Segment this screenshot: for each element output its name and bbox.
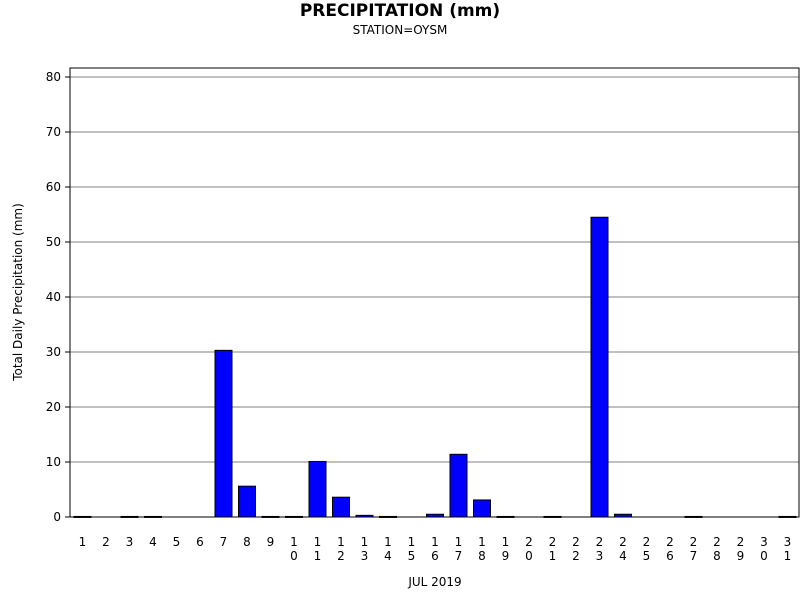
chart-title: PRECIPITATION (mm): [299, 1, 501, 21]
x-tick-label: 2: [102, 535, 110, 549]
y-tick-label: 20: [46, 400, 61, 414]
y-tick-label: 50: [46, 235, 61, 249]
bar-day-17: [449, 453, 468, 518]
x-tick-label: 4: [149, 535, 157, 549]
x-tick-label: 9: [267, 535, 275, 549]
bar-day-7: [214, 349, 233, 518]
y-tick-label: 10: [46, 455, 61, 469]
x-tick-label: 3: [126, 535, 134, 549]
x-axis-label: JUL 2019: [407, 575, 461, 589]
y-axis-label: Total Daily Precipitation (mm): [11, 203, 25, 382]
y-tick-label: 70: [46, 125, 61, 139]
grid-lines: [70, 76, 799, 463]
x-tick-label: 1: [79, 535, 87, 549]
bar-day-18: [473, 499, 491, 518]
bar-day-23: [590, 216, 609, 518]
y-axis-ticks: 0 10 20 30 40 50 60 70 80: [46, 70, 70, 524]
x-tick-label: 6: [196, 535, 204, 549]
y-tick-label: 0: [53, 510, 61, 524]
x-tick-label: 7: [220, 535, 228, 549]
bar-day-8: [238, 485, 256, 518]
bar-day-12: [332, 496, 350, 518]
y-tick-label: 40: [46, 290, 61, 304]
x-tick-label: 8: [243, 535, 251, 549]
y-tick-label: 30: [46, 345, 61, 359]
y-tick-label: 80: [46, 70, 61, 84]
bar-day-11: [308, 460, 327, 518]
y-tick-label: 60: [46, 180, 61, 194]
x-tick-label: 5: [173, 535, 181, 549]
chart-subtitle: STATION=OYSM: [352, 23, 448, 37]
x-axis-ticks: 1 2 3 4 5 6 7 8 9 1 01 11 21 31 41 51 61 71 81 92 02 12 22 32 42…: [79, 535, 792, 563]
plot-frame: [69, 67, 800, 518]
bars: [73, 216, 797, 518]
